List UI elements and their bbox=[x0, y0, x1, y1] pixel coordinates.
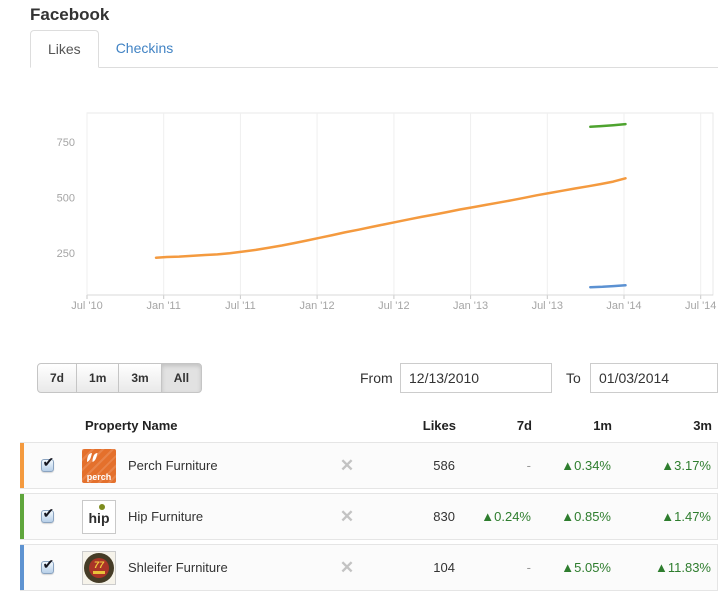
remove-property-icon[interactable]: ✕ bbox=[339, 507, 355, 526]
change-1m: ▲0.34% bbox=[561, 458, 611, 473]
change-3m: ▲11.83% bbox=[655, 560, 711, 575]
properties-table: Property Name Likes 7d 1m 3m perch Perch… bbox=[20, 408, 718, 595]
from-date-input[interactable] bbox=[400, 363, 552, 393]
svg-text:Jul '14: Jul '14 bbox=[685, 300, 716, 312]
shleifer-logo-icon: 77 bbox=[82, 550, 116, 585]
svg-text:Jan '13: Jan '13 bbox=[453, 300, 488, 312]
hip-logo-text: hip bbox=[88, 509, 110, 526]
svg-text:Jan '14: Jan '14 bbox=[606, 300, 641, 312]
likes-value: 586 bbox=[433, 458, 455, 473]
hip-logo-icon: hip bbox=[82, 499, 116, 534]
property-name: Perch Furniture bbox=[128, 458, 218, 473]
row-visibility-checkbox[interactable] bbox=[40, 556, 54, 574]
property-name: Shleifer Furniture bbox=[128, 560, 228, 575]
column-header-likes: Likes bbox=[422, 417, 456, 433]
range-button-7d[interactable]: 7d bbox=[37, 363, 78, 393]
change-3m: ▲3.17% bbox=[661, 458, 711, 473]
svg-text:Jul '11: Jul '11 bbox=[225, 300, 256, 312]
page-title: Facebook bbox=[30, 5, 110, 24]
svg-text:Jul '10: Jul '10 bbox=[71, 300, 102, 312]
range-button-all[interactable]: All bbox=[160, 363, 203, 393]
perch-logo-icon: perch bbox=[82, 448, 116, 483]
likes-value: 830 bbox=[433, 509, 455, 524]
svg-text:500: 500 bbox=[57, 192, 75, 204]
to-label: To bbox=[566, 370, 581, 386]
svg-text:Jan '11: Jan '11 bbox=[147, 300, 181, 312]
leaf-icon bbox=[87, 452, 98, 462]
svg-text:Jan '12: Jan '12 bbox=[300, 300, 335, 312]
change-7d: ▲0.24% bbox=[481, 509, 531, 524]
svg-text:250: 250 bbox=[57, 248, 75, 260]
change-3m: ▲1.47% bbox=[661, 509, 711, 524]
perch-logo-text: perch bbox=[86, 471, 112, 482]
table-row-shleifer: 77 Shleifer Furniture ✕ 104 - ▲5.05% ▲11… bbox=[20, 544, 718, 591]
remove-property-icon[interactable]: ✕ bbox=[339, 456, 355, 475]
likes-chart-canvas: Jul '10 Jan '11 Jul '11 Jan '12 Jul '12 Jan '… bbox=[57, 112, 716, 312]
change-1m: ▲5.05% bbox=[561, 560, 611, 575]
from-label: From bbox=[360, 370, 393, 386]
table-row-perch: perch Perch Furniture ✕ 586 - ▲0.34% ▲3.… bbox=[20, 442, 718, 489]
likes-value: 104 bbox=[433, 560, 455, 575]
chart-controls: 7d 1m 3m All From To bbox=[0, 363, 728, 395]
range-button-group: 7d 1m 3m All bbox=[37, 363, 203, 393]
tab-checkins[interactable]: Checkins bbox=[115, 40, 174, 56]
column-header-3m: 3m bbox=[693, 417, 712, 433]
change-7d: - bbox=[526, 560, 531, 575]
hip-logo-dot bbox=[99, 503, 105, 510]
row-visibility-checkbox[interactable] bbox=[40, 454, 54, 472]
column-header-property-name: Property Name bbox=[85, 417, 178, 433]
to-date-input[interactable] bbox=[590, 363, 718, 393]
series-color-stripe bbox=[20, 545, 24, 590]
shleifer-badge-ring: 77 bbox=[84, 552, 114, 583]
table-header: Property Name Likes 7d 1m 3m bbox=[20, 408, 718, 442]
column-header-1m: 1m bbox=[593, 417, 612, 433]
svg-text:Jul '13: Jul '13 bbox=[532, 300, 563, 312]
table-row-hip: hip Hip Furniture ✕ 830 ▲0.24% ▲0.85% ▲1… bbox=[20, 493, 718, 540]
remove-property-icon[interactable]: ✕ bbox=[339, 558, 355, 577]
shleifer-logo-text: 77 bbox=[93, 560, 104, 570]
series-color-stripe bbox=[20, 443, 24, 488]
tab-bar: Likes Checkins bbox=[30, 30, 718, 68]
range-button-1m[interactable]: 1m bbox=[76, 363, 120, 393]
range-button-3m[interactable]: 3m bbox=[118, 363, 162, 393]
tab-likes[interactable]: Likes bbox=[30, 30, 99, 68]
shleifer-badge-center: 77 bbox=[89, 557, 109, 578]
shleifer-badge-ribbon bbox=[93, 571, 105, 574]
svg-text:Jul '12: Jul '12 bbox=[378, 300, 409, 312]
row-visibility-checkbox[interactable] bbox=[40, 505, 54, 523]
svg-text:750: 750 bbox=[57, 137, 75, 149]
likes-chart: Jul '10 Jan '11 Jul '11 Jan '12 Jul '12 Jan '… bbox=[0, 92, 728, 327]
series-color-stripe bbox=[20, 494, 24, 539]
property-name: Hip Furniture bbox=[128, 509, 204, 524]
change-7d: - bbox=[526, 458, 531, 473]
column-header-7d: 7d bbox=[516, 417, 532, 433]
change-1m: ▲0.85% bbox=[561, 509, 611, 524]
